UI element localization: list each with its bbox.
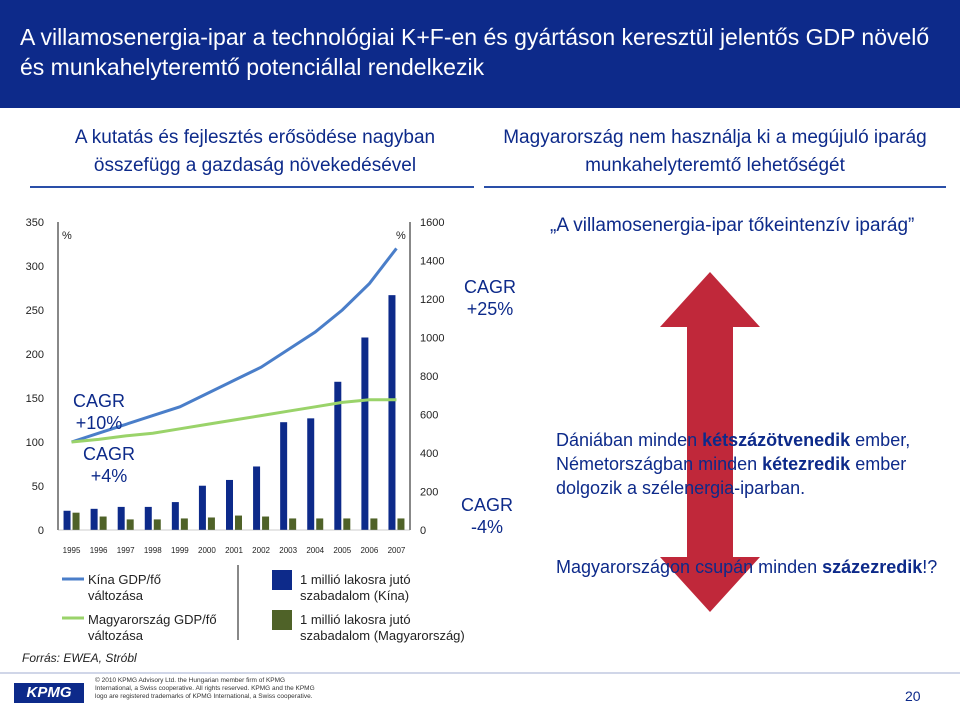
right-quote-title: „A villamosenergia-ipar tőkeintenzív ipa… xyxy=(550,215,915,236)
china-patent-bar xyxy=(63,510,71,530)
right-axis-tick-label: 200 xyxy=(420,487,438,499)
china-patent-bar xyxy=(117,506,125,530)
left-axis-tick-label: 200 xyxy=(26,349,44,361)
cagr-plus25-label: CAGR +25% xyxy=(463,277,516,319)
hu-patent-bar xyxy=(72,512,80,530)
left-axis-tick-label: 250 xyxy=(26,305,44,317)
left-axis-tick-label: 350 xyxy=(26,217,44,229)
hu-patent-bar xyxy=(153,519,161,530)
right-axis-tick-label: 600 xyxy=(420,410,438,422)
copyright-notice: © 2010 KPMG Advisory Ltd. the Hungarian … xyxy=(95,677,315,700)
china-patent-bar xyxy=(361,337,369,530)
right-axis-tick-label: 0 xyxy=(420,525,426,537)
hu-patent-bar xyxy=(235,515,242,530)
hu-patent-bar xyxy=(289,518,297,530)
left-axis-tick-label: 0 xyxy=(38,525,44,537)
x-axis-tick-label: 2002 xyxy=(252,546,270,555)
x-axis-tick-label: 1999 xyxy=(171,546,189,555)
hu-patent-bar xyxy=(262,516,270,530)
right-heading-rule xyxy=(484,186,946,188)
para1-bold-1: kétszázötvenedik xyxy=(702,430,851,450)
china-patent-bar xyxy=(171,502,179,530)
para1-text-3: ember dolgozik a szélenergia-iparban. xyxy=(556,454,907,498)
x-axis-tick-label: 2005 xyxy=(333,546,351,555)
right-axis-tick-label: 1600 xyxy=(420,217,444,229)
left-axis-tick-label: 300 xyxy=(26,261,44,273)
x-axis-tick-label: 2006 xyxy=(360,546,378,555)
para1-bold-2: kétezredik xyxy=(762,454,851,474)
hu-patent-bar xyxy=(99,516,107,530)
hu-patent-bar xyxy=(343,518,351,530)
left-axis-tick-label: 50 xyxy=(32,481,44,493)
page-title: A villamosenergia-ipar a technológiai K+… xyxy=(20,24,930,80)
right-axis-tick-label: 1400 xyxy=(420,256,444,268)
china-gdp-line xyxy=(71,247,398,444)
hu-patent-bar xyxy=(370,518,378,530)
chart: 0 50 100 150 200 250 300 350 0 200 400 600 800 1000 12… xyxy=(26,217,445,555)
right-axis-tick-label: 1200 xyxy=(420,294,444,306)
hu-patent-bar xyxy=(397,518,405,530)
left-axis-tick-label: 100 xyxy=(26,437,44,449)
china-patent-bar xyxy=(280,422,288,530)
double-arrow-icon xyxy=(660,272,760,612)
para2-text-2: !? xyxy=(922,557,938,577)
left-axis-tick-label: 150 xyxy=(26,393,44,405)
x-axis-tick-label: 1996 xyxy=(90,546,108,555)
para1-text-1: Dániában minden xyxy=(556,430,703,450)
legend-key-china-jobs-swatch xyxy=(272,570,292,590)
china-patent-bar xyxy=(144,506,152,530)
x-axis-tick-label: 2003 xyxy=(279,546,297,555)
legend-china-jobs: 1 millió lakosra jutó szabadalom (Kína) xyxy=(300,572,411,603)
x-axis-tick-label: 2000 xyxy=(198,546,216,555)
legend-key-hu-jobs-swatch xyxy=(272,610,292,630)
china-patent-bar xyxy=(388,295,396,530)
hu-patent-bar xyxy=(207,517,215,530)
hu-patent-bar xyxy=(126,519,134,530)
right-axis-tick-label: 800 xyxy=(420,371,438,383)
legend-hu-gdp: Magyarország GDP/fő változása xyxy=(88,612,217,643)
china-patent-bar xyxy=(198,485,206,530)
x-axis-tick-label: 2007 xyxy=(388,546,406,555)
footer-rule xyxy=(0,672,960,674)
left-axis-unit-label: % xyxy=(62,230,72,242)
kpmg-logo: KPMG xyxy=(14,683,84,703)
right-paragraph-1: Dániában minden kétszázötvenedik ember, … xyxy=(556,428,946,500)
hu-patent-bar xyxy=(316,518,324,530)
legend-hu-jobs: 1 millió lakosra jutó szabadalom (Magyar… xyxy=(300,612,465,643)
title-bar: A villamosenergia-ipar a technológiai K+… xyxy=(0,0,960,108)
hu-patent-bar xyxy=(180,518,188,530)
para2-text-1: Magyarországon csupán minden xyxy=(556,557,823,577)
right-axis-unit-label: % xyxy=(396,230,406,242)
legend-keys xyxy=(62,565,292,640)
para2-bold-1: százezredik xyxy=(822,557,923,577)
china-patent-bar xyxy=(226,479,233,530)
para1-text-2: ember, Németországban minden xyxy=(556,430,911,474)
legend-china-gdp: Kína GDP/fő változása xyxy=(88,572,161,603)
x-axis-tick-label: 1997 xyxy=(117,546,135,555)
x-axis-tick-label: 2001 xyxy=(225,546,243,555)
x-axis-tick-label: 2004 xyxy=(306,546,324,555)
right-heading: Magyarország nem használja ki a megújuló… xyxy=(503,127,927,176)
hu-gdp-line xyxy=(71,398,397,444)
right-axis-tick-label: 400 xyxy=(420,448,438,460)
china-patent-bar xyxy=(253,466,261,530)
page-number: 20 xyxy=(905,688,921,704)
right-axis-tick-label: 1000 xyxy=(420,333,444,345)
cagr-minus4-label: CAGR -4% xyxy=(460,495,513,537)
china-patent-bar xyxy=(334,381,342,530)
left-heading-rule xyxy=(30,186,474,188)
x-axis-tick-label: 1998 xyxy=(144,546,162,555)
right-paragraph-2: Magyarországon csupán minden százezredik… xyxy=(556,555,946,579)
x-axis-tick-label: 1995 xyxy=(63,546,81,555)
cagr-plus10-label: CAGR +10% xyxy=(72,391,125,433)
left-heading: A kutatás és fejlesztés erősödése nagyba… xyxy=(74,127,436,176)
cagr-plus4-label: CAGR +4% xyxy=(82,444,135,486)
source-note: Forrás: EWEA, Stróbl xyxy=(22,651,137,665)
china-patent-bar xyxy=(90,508,98,530)
china-patent-bar xyxy=(307,418,315,530)
